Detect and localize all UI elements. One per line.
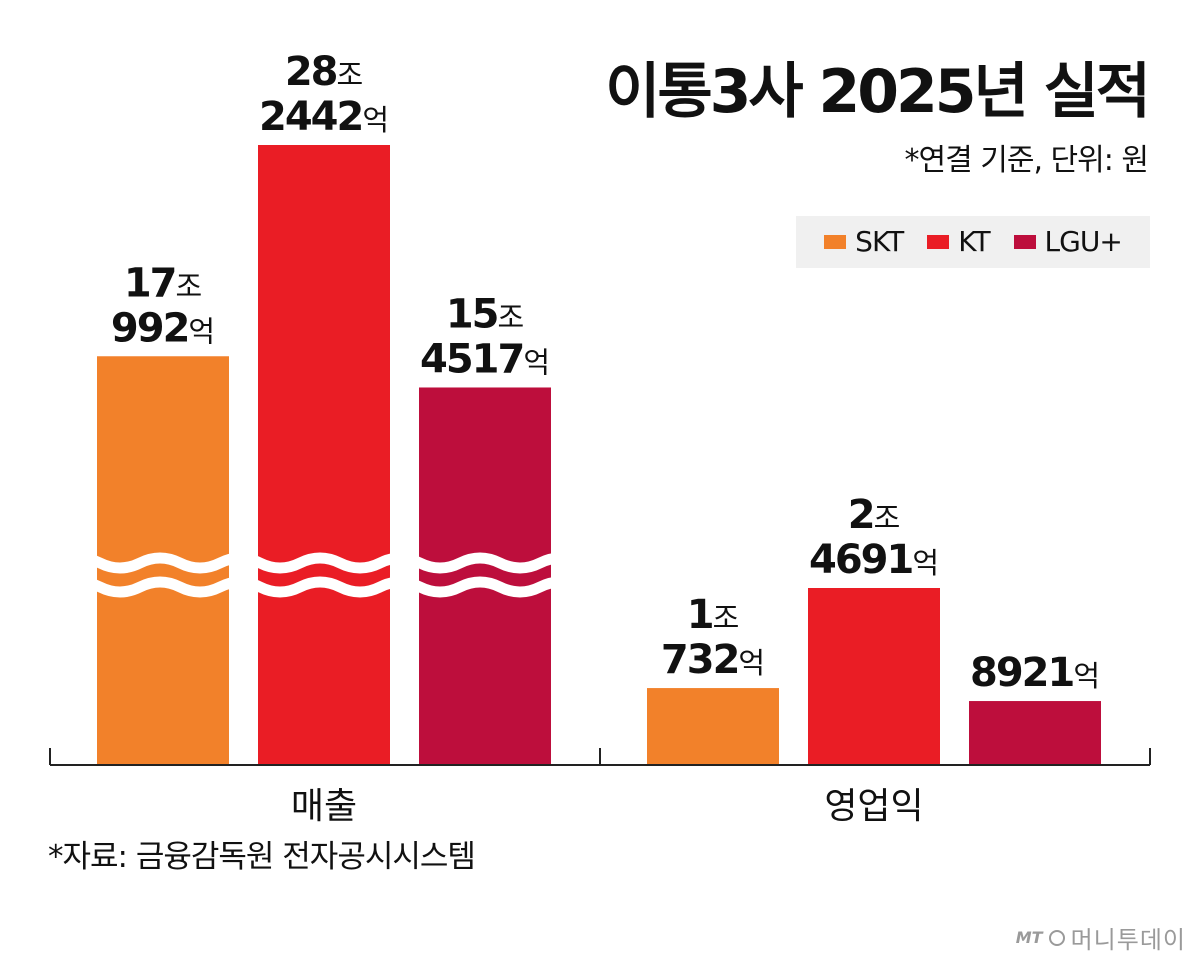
legend-item-lgu: LGU+ [1013,225,1123,258]
bar-lgu-sales [419,387,551,765]
legend: SKT KT LGU+ [796,216,1150,268]
value-label-kt-sales: 28조 [285,49,363,95]
axis-break-wave-upper [57,552,623,574]
bar-skt-op [647,688,779,765]
legend-swatch-lgu [1013,235,1036,249]
value-label-kt-op: 4691억 [809,537,939,583]
value-label-skt-op: 732억 [661,637,765,683]
brand-swoosh-icon [1048,929,1065,946]
category-label-op: 영업익 [824,786,923,827]
bar-kt-sales [258,145,390,765]
bar-lgu-op [969,701,1101,765]
value-label-skt-sales: 992억 [111,305,215,351]
legend-item-skt: SKT [824,225,904,258]
legend-swatch-skt [824,235,847,249]
value-label-lgu-sales: 4517억 [420,336,550,382]
chart-title: 이통3사 2025년 실적 [605,57,1151,127]
axis-break-wave-lower [57,576,623,598]
legend-item-kt: KT [927,225,991,258]
value-label-lgu-sales: 15조 [446,291,524,337]
source-note: *자료: 금융감독원 전자공시시스템 [48,839,476,875]
value-label-lgu-op: 8921억 [970,650,1100,696]
value-label-skt-sales: 17조 [124,260,202,306]
bar-kt-op [808,588,940,765]
brand-name: 머니투데이 [1070,926,1186,954]
unit-note: *연결 기준, 단위: 원 [904,143,1149,178]
value-label-kt-sales: 2442억 [259,94,389,140]
category-label-sales: 매출 [291,786,357,827]
legend-swatch-kt [927,235,950,249]
legend-label-lgu: LGU+ [1044,225,1123,258]
brand-logo: MT 머니투데이 [1016,920,1186,955]
brand-mark: MT [1015,928,1043,947]
value-label-kt-op: 2조 [848,492,901,538]
legend-label-skt: SKT [855,225,904,258]
legend-label-kt: KT [958,225,990,258]
value-label-skt-op: 1조 [687,592,740,638]
